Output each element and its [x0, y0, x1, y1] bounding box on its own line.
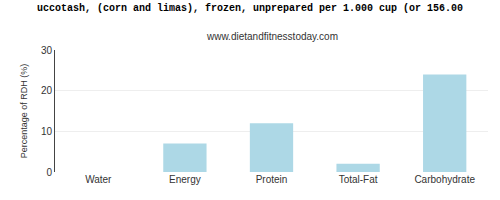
svg-text:www.dietandfitnesstoday.com: www.dietandfitnesstoday.com	[206, 31, 338, 42]
svg-text:Total-Fat: Total-Fat	[339, 174, 378, 185]
svg-text:Protein: Protein	[256, 174, 288, 185]
svg-text:30: 30	[41, 45, 53, 56]
svg-text:10: 10	[41, 126, 53, 137]
svg-text:Carbohydrate: Carbohydrate	[414, 174, 475, 185]
svg-text:Water: Water	[85, 174, 112, 185]
svg-text:Energy: Energy	[169, 174, 201, 185]
svg-text:Percentage of RDH (%): Percentage of RDH (%)	[19, 64, 29, 159]
svg-text:0: 0	[46, 167, 52, 178]
svg-text:uccotash, (corn and limas), fr: uccotash, (corn and limas), frozen, unpr…	[37, 3, 463, 14]
svg-text:20: 20	[41, 85, 53, 96]
